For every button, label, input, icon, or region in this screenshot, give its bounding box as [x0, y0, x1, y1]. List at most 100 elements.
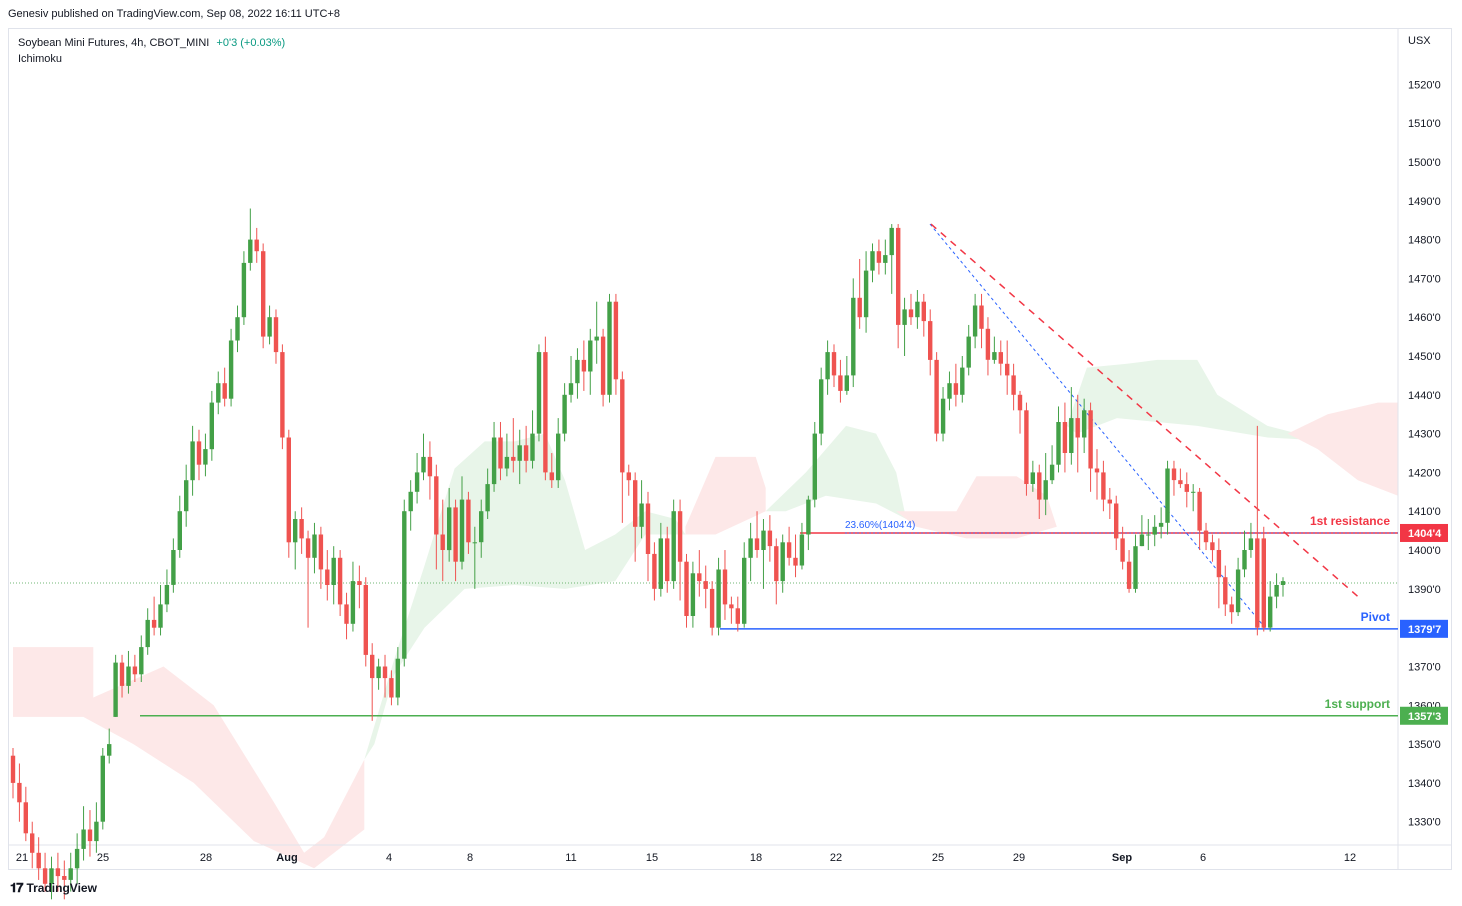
- candle-body: [1101, 472, 1106, 500]
- candle: [370, 643, 375, 721]
- price-tick: 1460'0: [1408, 312, 1441, 324]
- cloud-bear-2: [685, 456, 766, 535]
- candle: [261, 243, 266, 349]
- candle: [402, 499, 407, 667]
- candle: [902, 297, 907, 356]
- candle-body: [1037, 472, 1042, 500]
- price-tick: 1400'0: [1408, 545, 1441, 557]
- candle-body: [1274, 585, 1279, 597]
- symbol-row: Soybean Mini Futures, 4h, CBOT_MINI +0'3…: [18, 35, 285, 51]
- candle: [235, 305, 240, 353]
- candle: [36, 837, 41, 880]
- price-tick: 1370'0: [1408, 661, 1441, 673]
- candle-body: [851, 297, 856, 376]
- ichimoku-cloud: [13, 359, 1398, 869]
- candle-body: [1082, 410, 1087, 438]
- candle-body: [581, 359, 587, 372]
- candle: [934, 352, 939, 442]
- candle-body: [1088, 410, 1093, 469]
- candle-body: [928, 321, 933, 360]
- candle-body: [1049, 464, 1055, 481]
- candle-body: [164, 585, 170, 605]
- candle-body: [1017, 394, 1023, 411]
- candle: [1235, 557, 1241, 617]
- candle-body: [1197, 491, 1202, 531]
- candle-body: [1210, 542, 1215, 551]
- candle-body: [376, 666, 381, 679]
- tradingview-logo-icon: 𝟏𝟕: [10, 880, 24, 895]
- candle-body: [447, 507, 452, 551]
- candle-body: [652, 553, 657, 589]
- price-tick: 1340'0: [1408, 778, 1441, 790]
- candle-body: [722, 569, 728, 605]
- candle-body: [139, 647, 144, 675]
- grid-lines: [8, 28, 1452, 870]
- time-tick: 6: [1200, 852, 1206, 864]
- candle-body: [113, 662, 118, 717]
- candle: [273, 309, 279, 364]
- candle: [1146, 519, 1151, 551]
- price-tick: 1470'0: [1408, 273, 1441, 285]
- candle-body: [74, 848, 80, 869]
- candle: [344, 592, 349, 640]
- candle: [575, 348, 580, 399]
- price-tick: 1330'0: [1408, 817, 1441, 829]
- candle: [1043, 453, 1048, 516]
- candle-body: [620, 379, 625, 473]
- candle-body: [280, 352, 285, 438]
- candle: [825, 340, 830, 395]
- candle: [1191, 484, 1196, 512]
- price-tick: 1350'0: [1408, 739, 1441, 751]
- candle: [812, 421, 817, 508]
- candle-body: [81, 829, 86, 849]
- candle: [908, 293, 914, 325]
- candle: [1017, 390, 1023, 434]
- candle-body: [1120, 538, 1125, 562]
- candle: [504, 433, 510, 477]
- level-labels: 1st resistance Pivot 1st support: [1310, 514, 1390, 711]
- candle: [1184, 472, 1189, 508]
- tradingview-logo[interactable]: 𝟏𝟕 TradingView: [10, 880, 97, 896]
- candle-body: [1158, 522, 1164, 527]
- time-tick: 4: [386, 852, 392, 864]
- candle: [838, 359, 843, 403]
- candle-body: [633, 480, 638, 527]
- candle: [382, 654, 388, 698]
- candle: [139, 635, 144, 682]
- candle-body: [568, 383, 574, 395]
- candle-body: [504, 456, 510, 469]
- candle: [49, 856, 54, 900]
- candle-body: [203, 449, 208, 465]
- candle: [857, 258, 862, 329]
- currency-label: USX: [1408, 35, 1431, 47]
- candle: [459, 476, 465, 570]
- candle-body: [536, 352, 542, 434]
- candle-body: [1165, 468, 1170, 523]
- time-tick: 15: [646, 852, 658, 864]
- price-tick: 1480'0: [1408, 235, 1441, 247]
- candle: [1005, 340, 1010, 395]
- candle: [889, 224, 894, 294]
- candle: [68, 852, 73, 892]
- time-axis: 21 25 28 Aug 4 8 11 15 18 22 25 29 Sep 6 12: [16, 852, 1356, 864]
- candle: [248, 208, 253, 271]
- candle-body: [1171, 468, 1177, 481]
- candle: [742, 542, 747, 628]
- candle-body: [1261, 538, 1266, 628]
- candle: [1126, 550, 1132, 593]
- candle-body: [594, 336, 599, 341]
- chart-frame[interactable]: [8, 28, 1452, 870]
- candle-body: [440, 534, 445, 550]
- candle-body: [1255, 538, 1260, 628]
- candle: [395, 647, 400, 706]
- candle: [639, 480, 644, 539]
- time-tick: 25: [97, 852, 109, 864]
- candle: [1210, 534, 1215, 562]
- candle-body: [857, 297, 862, 318]
- candle: [62, 860, 67, 900]
- candle-body: [799, 534, 805, 566]
- candle: [228, 328, 234, 407]
- candle-body: [1203, 530, 1209, 543]
- publisher-line: Genesiv published on TradingView.com, Se…: [8, 8, 340, 20]
